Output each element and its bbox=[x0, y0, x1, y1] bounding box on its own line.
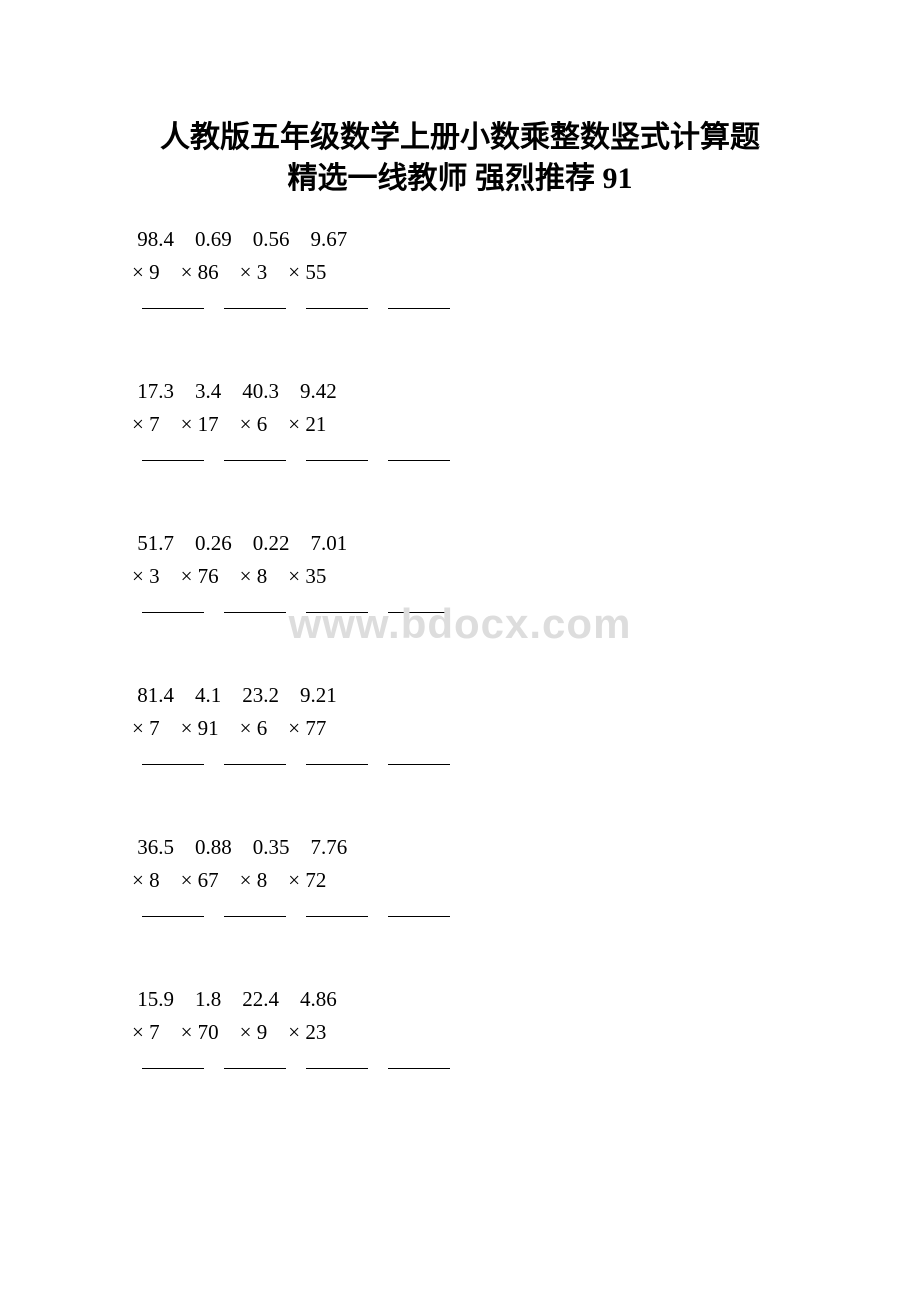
problem-group: 36.5 0.88 0.35 7.76 × 8 × 67 × 8 × 72 bbox=[132, 831, 920, 927]
problem-group: 98.4 0.69 0.56 9.67 × 9 × 86 × 3 × 55 bbox=[132, 223, 920, 319]
multiplier-row: × 7 × 17 × 6 × 21 bbox=[132, 408, 920, 441]
multiplicand-row: 15.9 1.8 22.4 4.86 bbox=[132, 983, 920, 1016]
title-line-2: 精选一线教师 强烈推荐 91 bbox=[0, 159, 920, 200]
multiplicand-row: 17.3 3.4 40.3 9.42 bbox=[132, 375, 920, 408]
multiplier-row: × 3 × 76 × 8 × 35 bbox=[132, 560, 920, 593]
title-line-1: 人教版五年级数学上册小数乘整数竖式计算题 bbox=[0, 118, 920, 159]
problem-group: 81.4 4.1 23.2 9.21 × 7 × 91 × 6 × 77 bbox=[132, 679, 920, 775]
multiplier-row: × 7 × 91 × 6 × 77 bbox=[132, 712, 920, 745]
page-title: 人教版五年级数学上册小数乘整数竖式计算题 精选一线教师 强烈推荐 91 bbox=[0, 0, 920, 199]
multiplier-row: × 8 × 67 × 8 × 72 bbox=[132, 864, 920, 897]
answer-underline-row bbox=[132, 1055, 920, 1080]
multiplicand-row: 98.4 0.69 0.56 9.67 bbox=[132, 223, 920, 256]
problem-group: 17.3 3.4 40.3 9.42 × 7 × 17 × 6 × 21 bbox=[132, 375, 920, 471]
answer-underline-row bbox=[132, 294, 920, 319]
multiplier-row: × 7 × 70 × 9 × 23 bbox=[132, 1016, 920, 1049]
multiplicand-row: 81.4 4.1 23.2 9.21 bbox=[132, 679, 920, 712]
multiplicand-row: 51.7 0.26 0.22 7.01 bbox=[132, 527, 920, 560]
answer-underline-row bbox=[132, 598, 920, 623]
answer-underline-row bbox=[132, 750, 920, 775]
multiplier-row: × 9 × 86 × 3 × 55 bbox=[132, 256, 920, 289]
problem-group: 15.9 1.8 22.4 4.86 × 7 × 70 × 9 × 23 bbox=[132, 983, 920, 1079]
problem-group: 51.7 0.26 0.22 7.01 × 3 × 76 × 8 × 35 bbox=[132, 527, 920, 623]
answer-underline-row bbox=[132, 902, 920, 927]
worksheet-content: 98.4 0.69 0.56 9.67 × 9 × 86 × 3 × 55 17… bbox=[0, 199, 920, 1080]
answer-underline-row bbox=[132, 446, 920, 471]
multiplicand-row: 36.5 0.88 0.35 7.76 bbox=[132, 831, 920, 864]
